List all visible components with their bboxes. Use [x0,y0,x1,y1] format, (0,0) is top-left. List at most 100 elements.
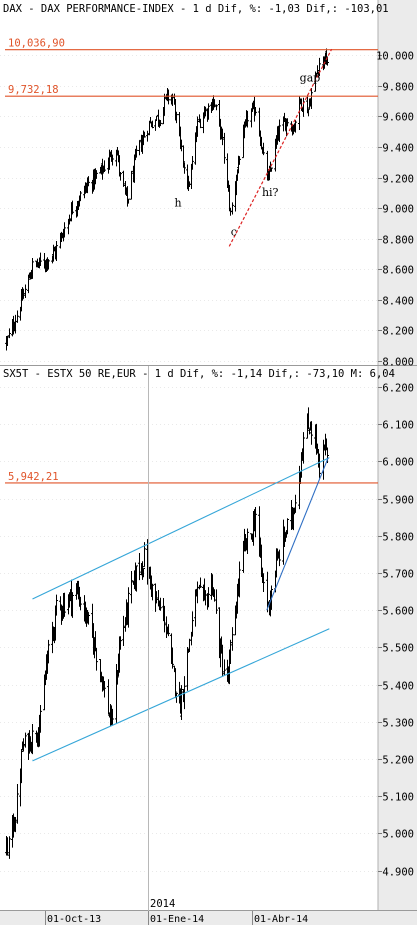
sx5t-tick-label: 5.600 [382,606,414,618]
sx5t-ohlc-bar [300,452,303,478]
sx5t-panel: 4.900 5.000 5.100 5.200 5.300 5.400 5.500 5.600… [0,368,414,879]
dax-ohlc-bar [6,335,9,346]
sx5t-ohlc-bar [231,627,234,651]
sx5t-ohlc-bar [186,647,189,691]
dax-ohlc-bar [130,170,133,200]
sx5t-ohlc-bar [14,817,17,833]
sx5t-ohlc-bar [223,659,226,676]
dax-ohlc-bar [286,118,289,127]
sx5t-ohlc-bar [116,669,119,685]
sx5t-ohlc-bar [215,589,218,614]
sx5t-tick-label: 5.000 [382,829,414,841]
dax-tick-label: 8.600 [382,265,414,277]
sx5t-ohlc-bar [246,528,249,555]
sx5t-tick-label: 5.700 [382,569,414,581]
date-label-ene: 01-Ene-14 [150,914,204,925]
sx5t-ohlc-bar [180,685,183,720]
dax-annotation: gap [300,71,321,84]
dax-ohlc-bar [31,258,34,279]
dax-tick-label: 10.000 [376,51,414,63]
sx5t-ohlc-bar [127,587,130,628]
dax-gridlines [0,55,378,362]
sx5t-ohlc-bar [302,432,305,464]
dax-tick-label: 8.000 [382,357,414,369]
sx5t-ohlc-bar [142,567,145,578]
sx5t-tick-label: 5.900 [382,495,414,507]
dax-ohlc-bar [223,132,226,164]
sx5t-tick-label: 4.900 [382,867,414,879]
dax-ohlc-bar [8,328,11,339]
sx5t-ohlc-bar [47,639,50,664]
dax-price-axis: 8.000 8.200 8.400 8.600 8.800 9.000 9.200 9.400… [376,51,414,369]
dax-ohlc-bar [213,99,216,108]
dax-ohlc-bar [270,167,273,172]
dax-tick-label: 8.200 [382,326,414,338]
sx5t-ohlc-bar [130,570,133,604]
sx5t-tick-label: 5.300 [382,718,414,730]
dax-ohlc-bar [79,191,82,201]
dax-ohlc-bar [246,110,249,128]
sx5t-ohlc-bar [229,639,232,664]
sx5t-ohlc-bar [87,612,90,625]
dax-ohlc-bar [316,65,319,75]
sx5t-ohlc-bar [24,732,27,748]
dax-trendline [228,48,333,247]
dax-ohlc-bar [159,119,162,127]
sx5t-ohlc-bar [221,644,224,676]
dax-ohlc-bar [71,200,74,215]
sx5t-ohlc-bar [84,601,87,624]
sx5t-channel-line [32,457,330,600]
dax-ohlc-bar [87,176,90,187]
dax-ohlc-bar [221,128,224,146]
dax-overlays: 10,036,90 9,732,18 h c hi? gap [5,38,378,247]
dax-ohlc-bar [182,145,185,168]
dax-ohlc-bar [196,116,199,137]
sx5t-ohlc-bar [22,738,25,752]
dax-ohlc-bar [278,119,281,142]
sx5t-ohlc-bar [16,784,19,824]
dax-ohlc-bar [101,158,104,180]
dax-ohlc-bar [215,104,218,111]
dax-annotation: hi? [262,186,279,199]
dax-chart-title: DAX - DAX PERFORMANCE-INDEX - 1 d Dif, %… [3,3,389,15]
sx5t-ohlc-bar [171,647,174,669]
dax-tick-label: 9.400 [382,143,414,155]
sx5t-ohlc-bar [175,692,178,703]
sx5t-ohlc-bar [86,609,89,624]
dax-ohlc-bar [253,96,256,122]
bottom-price-axis-panel [378,366,417,911]
sx5t-gridlines [0,387,378,872]
sx5t-ohlc-bar [318,453,321,479]
dax-ohlc-bar [231,202,234,215]
sx5t-ohlc-bar [151,583,154,601]
dax-ohlc-bar [310,88,313,110]
sx5t-ohlc-bar [191,611,194,637]
sx5t-ohlc-bar [39,704,42,733]
sx5t-ohlc-bar [135,565,138,592]
dax-ohlc-bar [127,198,130,204]
sx5t-ohlc-bar [254,506,257,538]
dax-ohlc-bar [122,170,125,187]
sx5t-ohlc-bar [294,494,297,513]
sx5t-tick-label: 5.400 [382,681,414,693]
dax-ohlc-bar [21,287,24,301]
sx5t-channel-line [32,628,330,762]
sx5t-ohlc-bar [310,421,313,445]
dax-ohlc-bar [171,93,174,106]
date-label-abr: 01-Abr-14 [254,914,308,925]
sx5t-hline-label: 5,942,21 [8,471,59,483]
dax-tick-label: 9.000 [382,204,414,216]
sx5t-ohlc-bar [199,577,202,588]
dax-tick-label: 9.800 [382,82,414,94]
dax-ohlc-bar [151,120,154,129]
dax-ohlc-bar [262,142,265,156]
sx5t-ohlc-bar [167,624,170,637]
dax-tick-label: 9.600 [382,112,414,124]
dax-ohlc-bar [39,252,42,267]
dax-ohlc-bar [103,160,106,172]
dax-ohlc-bar [22,288,25,299]
sx5t-ohlc-bar [31,723,34,755]
dax-ohlc-bar [163,93,166,116]
